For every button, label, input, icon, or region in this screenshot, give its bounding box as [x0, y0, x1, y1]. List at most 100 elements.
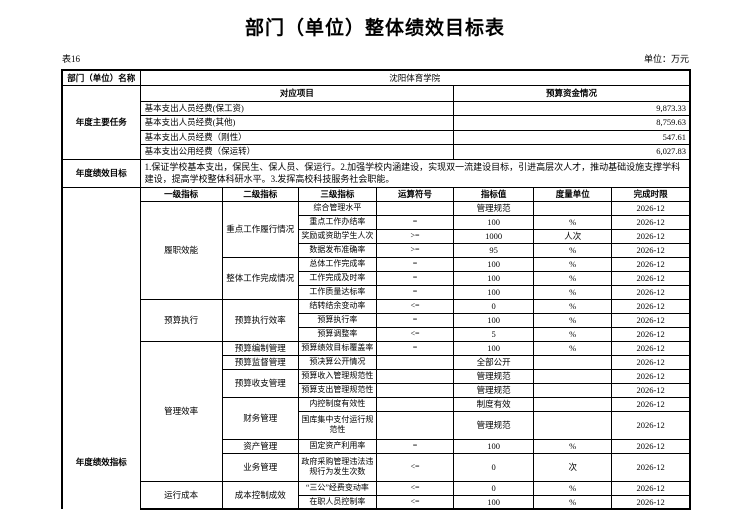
cell-unit [533, 354, 613, 370]
cell-op [375, 354, 455, 370]
cell-time: 2026-12 [611, 200, 691, 216]
cell-time: 2026-12 [611, 396, 691, 412]
cell-op: = [375, 214, 455, 230]
cell-value: 100 [453, 494, 535, 510]
indicator-row: 资产管理 固定资产利用率 = 100 % 2026-12 [62, 438, 691, 454]
cell-op [375, 368, 455, 384]
cell-op: <= [375, 494, 455, 510]
indicator-row: 工作质量达标率 = 100 % 2026-12 [62, 284, 691, 300]
col-header-l1: 一级指标 [139, 186, 223, 202]
indicators-label: 年度绩效指标 [61, 186, 141, 509]
cell-l3: 内控制度有效性 [297, 396, 377, 412]
cell-value: 管理规范 [453, 200, 535, 216]
cell-l3: 工作质量达标率 [297, 284, 377, 300]
cell-value: 全部公开 [453, 354, 535, 370]
col-header-l3: 三级指标 [297, 186, 377, 202]
indicator-row: 履职效能 重点工作履行情况 综合管理水平 管理规范 2026-12 [62, 200, 691, 300]
unit-note: 单位：万元 [643, 54, 689, 64]
cell-op [375, 382, 455, 398]
col-header-budget: 预算资金情况 [453, 84, 691, 102]
task-row: 基本支出公用经费（保运转） 6,027.83 [62, 143, 691, 160]
cell-l3: 政府采购管理违法违规行为发生次数 [297, 452, 377, 482]
col-header-value: 指标值 [453, 186, 535, 202]
task-row-label: 年度主要任务 [61, 84, 141, 160]
col-header-time: 完成时限 [611, 186, 691, 202]
performance-target-table: 部门（单位）名称 沈阳体育学院 年度主要任务 对应项目 预算资金情况 基本支出人… [61, 69, 691, 510]
task-name: 基本支出人员经费（刚性） [139, 129, 455, 145]
cell-unit: % [533, 340, 613, 356]
cell-value: 100 [453, 340, 535, 356]
cell-op: >= [375, 242, 455, 258]
cell-l2: 预算执行效率 [221, 298, 299, 342]
cell-unit [533, 200, 613, 216]
cell-time: 2026-12 [611, 340, 691, 356]
cell-value: 100 [453, 214, 535, 230]
cell-l3: 结转结余变动率 [297, 298, 377, 314]
cell-l3: 预算收入管理规范性 [297, 368, 377, 384]
indicator-row: 运行成本 成本控制成效 “三公”经费变动率 <= 0 % 2026-12 [62, 480, 691, 510]
cell-unit: % [533, 242, 613, 258]
cell-l1: 预算执行 [139, 298, 223, 342]
cell-value: 100 [453, 312, 535, 328]
indicator-row: 预算收支管理 预算收入管理规范性 管理规范 2026-12 [62, 368, 691, 398]
cell-unit: % [533, 214, 613, 230]
cell-l2: 资产管理 [221, 438, 299, 454]
cell-time: 2026-12 [611, 354, 691, 370]
cell-op: <= [375, 480, 455, 496]
cell-time: 2026-12 [611, 452, 691, 482]
cell-unit [533, 396, 613, 412]
cell-unit: % [533, 256, 613, 272]
cell-op: <= [375, 452, 455, 482]
indicator-row: 管理效率 预算编制管理 预算绩效目标覆盖率 = 100 % 2026-12 [62, 340, 691, 482]
cell-value: 管理规范 [453, 382, 535, 398]
cell-time: 2026-12 [611, 382, 691, 398]
cell-l3: 国库集中支付运行规范性 [297, 410, 377, 440]
cell-value: 100 [453, 284, 535, 300]
cell-value: 100 [453, 256, 535, 272]
cell-op: >= [375, 228, 455, 244]
cell-l3: “三公”经费变动率 [297, 480, 377, 496]
cell-value: 100 [453, 270, 535, 286]
goal-text: 1.保证学校基本支出，保民生、保人员、保运行。2.加强学校内涵建设，实现双一流建… [139, 158, 691, 188]
cell-value: 管理规范 [453, 410, 535, 440]
cell-time: 2026-12 [611, 284, 691, 300]
cell-unit: 次 [533, 452, 613, 482]
cell-time: 2026-12 [611, 228, 691, 244]
task-amount: 6,027.83 [453, 143, 691, 160]
task-amount: 9,873.33 [453, 100, 691, 116]
cell-value: 0 [453, 480, 535, 496]
cell-unit [533, 368, 613, 384]
cell-time: 2026-12 [611, 326, 691, 342]
cell-op: = [375, 256, 455, 272]
cell-time: 2026-12 [611, 214, 691, 230]
indicator-row: 财务管理 内控制度有效性 制度有效 2026-12 [62, 396, 691, 440]
cell-l3: 固定资产利用率 [297, 438, 377, 454]
indicator-row: 整体工作完成情况 总体工作完成率 = 100 % 2026-12 [62, 256, 691, 300]
cell-op [375, 396, 455, 412]
col-header-project: 对应项目 [139, 84, 455, 102]
cell-l1: 管理效率 [139, 340, 223, 482]
cell-time: 2026-12 [611, 410, 691, 440]
cell-op: <= [375, 326, 455, 342]
cell-value: 95 [453, 242, 535, 258]
cell-unit [533, 382, 613, 398]
indicator-header-row: 年度绩效指标 一级指标 二级指标 三级指标 运算符号 指标值 度量单位 完成时限 [61, 186, 691, 509]
indicator-row: 预算执行 预算执行效率 结转结余变动率 <= 0 % 2026-12 [62, 298, 691, 342]
cell-value: 0 [453, 298, 535, 314]
cell-unit: % [533, 312, 613, 328]
cell-unit: % [533, 270, 613, 286]
dept-name-label: 部门（单位）名称 [61, 69, 141, 86]
col-header-unit: 度量单位 [533, 186, 613, 202]
cell-unit: % [533, 480, 613, 496]
col-header-op: 运算符号 [375, 186, 455, 202]
cell-l2: 预算监督管理 [221, 354, 299, 370]
cell-value: 100 [453, 438, 535, 454]
indicator-row: 预算调整率 <= 5 % 2026-12 [62, 326, 691, 342]
task-header-row: 年度主要任务 对应项目 预算资金情况 [61, 84, 691, 160]
cell-time: 2026-12 [611, 298, 691, 314]
cell-l3: 预算执行率 [297, 312, 377, 328]
cell-l2: 重点工作履行情况 [221, 200, 299, 258]
task-name: 基本支出人员经费(其他) [139, 114, 455, 131]
cell-l1: 履职效能 [139, 200, 223, 300]
